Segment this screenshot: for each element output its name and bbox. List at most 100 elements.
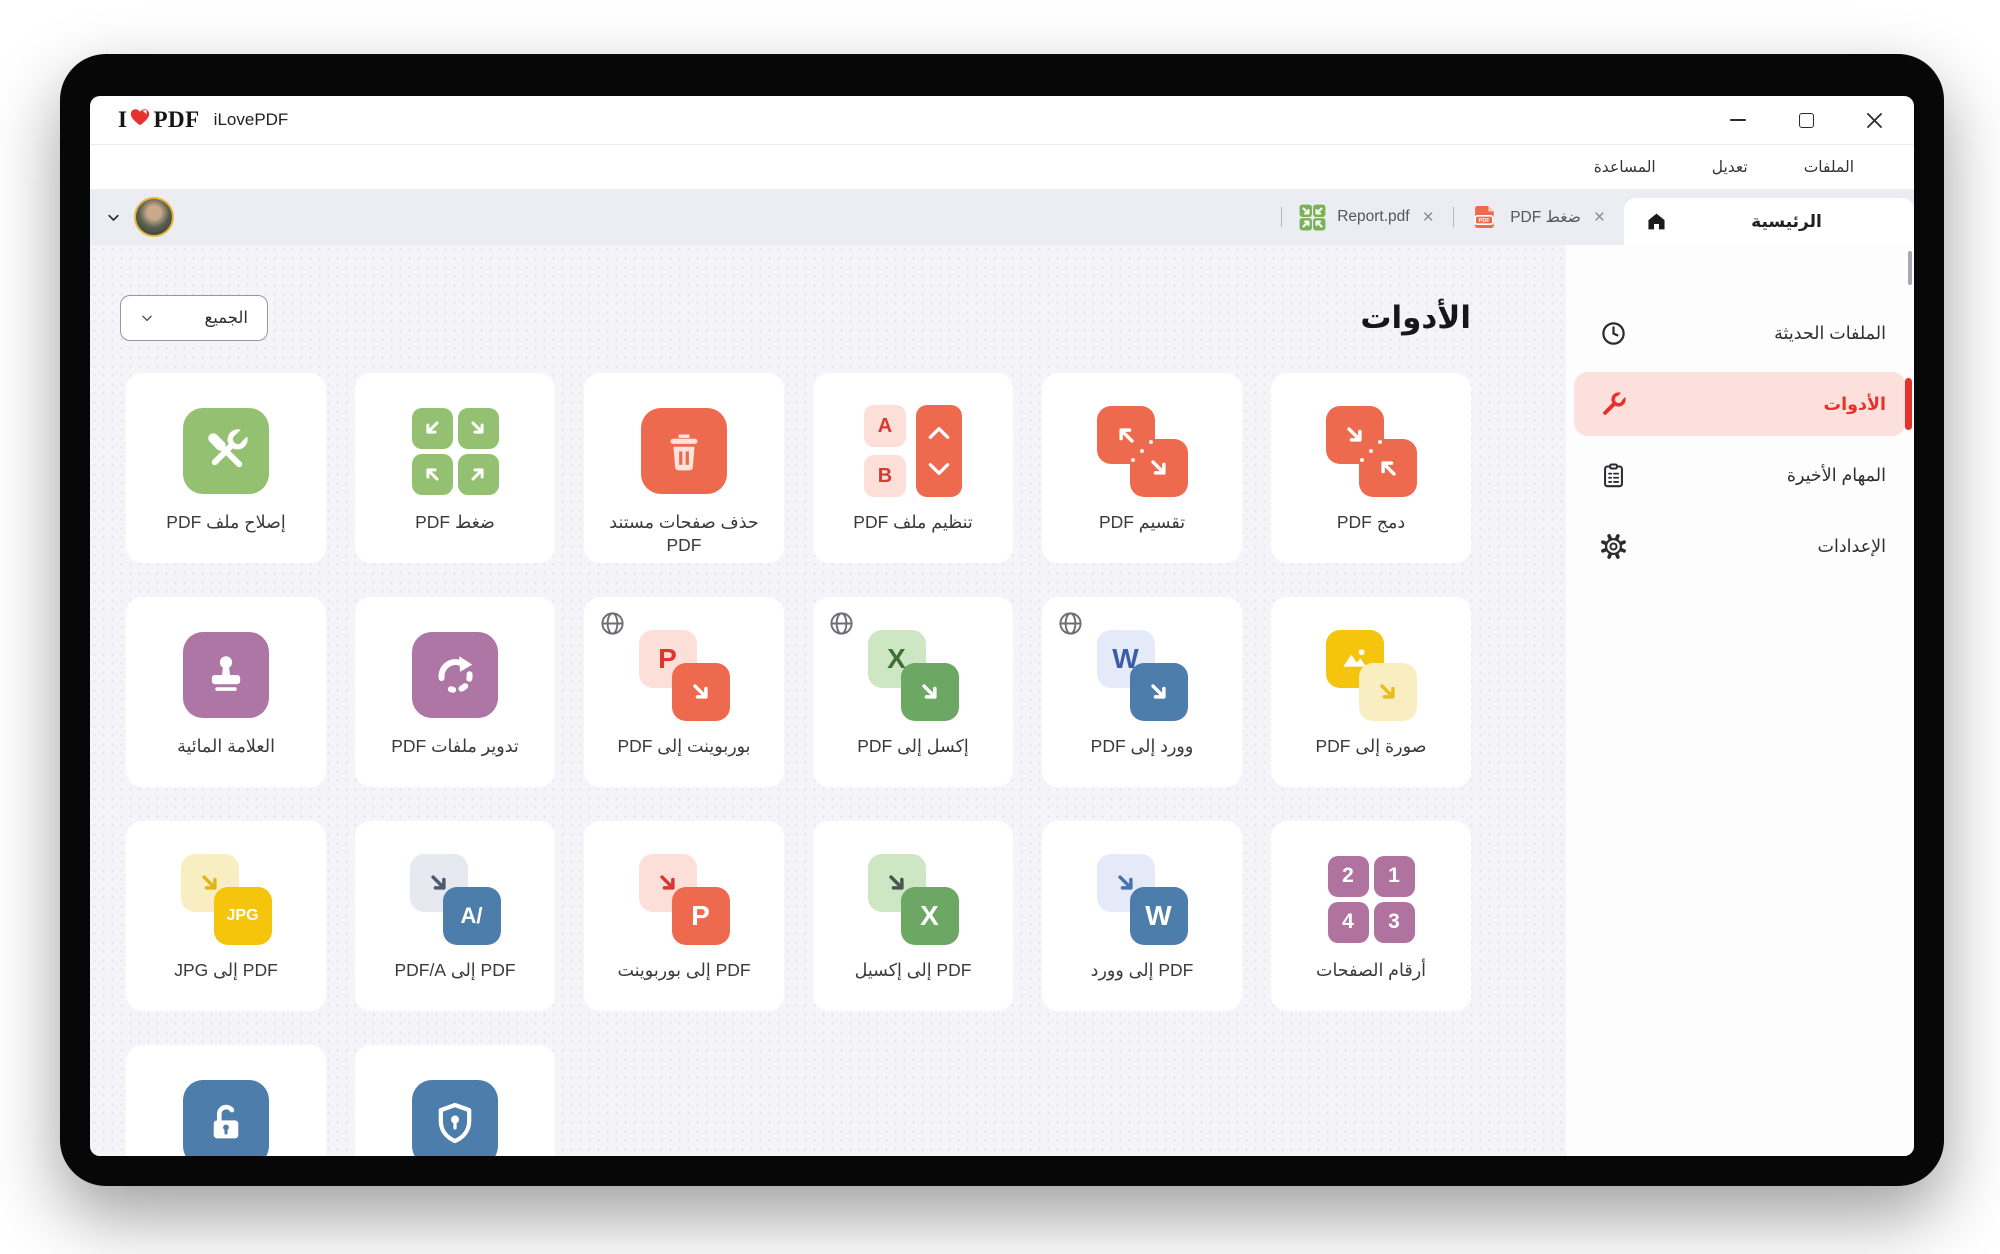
- tab-document-0[interactable]: PDF ضغط PDF ×: [1454, 189, 1624, 245]
- sidebar-item-label: الأدوات: [1823, 393, 1886, 414]
- tool-icon: P: [638, 627, 730, 723]
- globe-icon: [830, 612, 853, 635]
- menu-item-1[interactable]: تعديل: [1711, 158, 1748, 176]
- organize-pdf-card[interactable]: A B تنظيم ملف PDF: [813, 373, 1013, 563]
- arrow-icon: [888, 874, 904, 890]
- tabs: الرئيسية PDF ضغط PDF × Report.pdf ×: [1280, 189, 1914, 245]
- sidebar: الملفات الحديثة الأدوات المهام الأخيرة الإع…: [1566, 245, 1914, 1156]
- arrow-icon: [471, 468, 484, 481]
- tool-icon: [1325, 627, 1417, 723]
- tab-close-icon[interactable]: ×: [1593, 206, 1605, 228]
- sidebar-item-label: الملفات الحديثة: [1774, 322, 1886, 343]
- tools-grid: دمج PDF تقسيم PDF A B تنظيم ملف PDF حذف صفح…: [120, 373, 1471, 1156]
- tool-icon: [411, 403, 499, 499]
- tool-icon: [1325, 403, 1417, 499]
- sidebar-item-1[interactable]: الأدوات: [1574, 372, 1906, 436]
- chevron-down-icon: [142, 315, 152, 322]
- unlock-pdf-card[interactable]: [126, 1045, 326, 1156]
- tab-separator: [1280, 207, 1283, 227]
- tool-label: PDF إلى PDF/A: [394, 960, 516, 980]
- menu-item-2[interactable]: المساعدة: [1593, 158, 1656, 176]
- tool-icon: /A: [409, 851, 501, 947]
- image-to-pdf-card[interactable]: صورة إلى PDF: [1271, 597, 1471, 787]
- arrow-icon: [692, 683, 708, 699]
- tool-icon: [412, 1075, 498, 1156]
- close-button[interactable]: [1860, 106, 1888, 134]
- sidebar-item-0[interactable]: الملفات الحديثة: [1574, 301, 1906, 365]
- globe-icon: [1059, 612, 1082, 635]
- sidebar-item-3[interactable]: الإعدادات: [1574, 514, 1906, 578]
- ilovepdf-logo: I PDF: [118, 106, 200, 134]
- tool-label: تنظيم ملف PDF: [853, 512, 973, 532]
- menubar: الملفات تعديل المساعدة: [90, 145, 1914, 189]
- scrollbar[interactable]: [1908, 251, 1912, 285]
- tab-close-icon[interactable]: ×: [1422, 206, 1434, 228]
- pdf-to-excel-card[interactable]: X PDF إلى إكسيل: [813, 821, 1013, 1011]
- tool-label: PDF إلى إكسيل: [854, 960, 972, 980]
- compress-pdf-card[interactable]: ضغط PDF: [355, 373, 555, 563]
- arrow-icon: [1380, 460, 1396, 476]
- active-indicator: [1905, 378, 1912, 430]
- tool-icon: [1096, 403, 1188, 499]
- tab-document-1[interactable]: Report.pdf ×: [1282, 189, 1453, 245]
- pdf-to-jpg-card[interactable]: JPG PDF إلى JPG: [126, 821, 326, 1011]
- tool-icon: X: [867, 627, 959, 723]
- tool-label: العلامة المائية: [177, 736, 275, 756]
- tool-icon: [183, 1075, 269, 1156]
- page-numbers-card[interactable]: 1 2 3 4 أرقام الصفحات: [1271, 821, 1471, 1011]
- tool-label: تقسيم PDF: [1098, 512, 1186, 532]
- filter-dropdown[interactable]: الجميع: [120, 295, 268, 341]
- globe-icon: [601, 612, 624, 635]
- titlebar: I PDF iLovePDF: [90, 96, 1914, 145]
- user-area[interactable]: [90, 189, 174, 245]
- word-to-pdf-card[interactable]: W وورد إلى PDF: [1042, 597, 1242, 787]
- gear-icon: [1600, 533, 1627, 560]
- clipboard-icon: [1600, 462, 1627, 489]
- tool-icon: [412, 627, 498, 723]
- logo-text-pdf: PDF: [153, 107, 200, 132]
- tool-label: PDF إلى بوربوينت: [617, 960, 751, 980]
- tool-label: حذف صفحات مستند PDF: [609, 512, 759, 556]
- heart-icon: [128, 106, 152, 134]
- tool-label: تدوير ملفات PDF: [391, 736, 519, 756]
- repair-pdf-card[interactable]: إصلاح ملف PDF: [126, 373, 326, 563]
- arrow-icon: [426, 468, 439, 481]
- remove-pages-card[interactable]: حذف صفحات مستند PDF: [584, 373, 784, 563]
- pdf-to-word-card[interactable]: W PDF إلى وورد: [1042, 821, 1242, 1011]
- compress-mini-icon: [1299, 204, 1326, 230]
- protect-pdf-card[interactable]: [355, 1045, 555, 1156]
- pdf-to-powerpoint-card[interactable]: P PDF إلى بوربوينت: [584, 821, 784, 1011]
- sidebar-item-label: الإعدادات: [1817, 535, 1886, 556]
- tool-icon: X: [867, 851, 959, 947]
- chevron-icon: [928, 463, 950, 475]
- tab-home[interactable]: الرئيسية: [1624, 198, 1914, 245]
- sidebar-item-2[interactable]: المهام الأخيرة: [1574, 443, 1906, 507]
- maximize-button[interactable]: [1792, 106, 1820, 134]
- pdf-to-pdfa-card[interactable]: /A PDF إلى PDF/A: [355, 821, 555, 1011]
- tool-icon: P: [638, 851, 730, 947]
- merge-pdf-card[interactable]: دمج PDF: [1271, 373, 1471, 563]
- tool-label: صورة إلى PDF: [1315, 736, 1427, 756]
- rotate-pdf-card[interactable]: تدوير ملفات PDF: [355, 597, 555, 787]
- split-pdf-card[interactable]: تقسيم PDF: [1042, 373, 1242, 563]
- minimize-button[interactable]: [1724, 106, 1752, 134]
- excel-to-pdf-card[interactable]: X إكسل إلى PDF: [813, 597, 1013, 787]
- tool-label: PDF إلى JPG: [174, 960, 278, 980]
- arrow-icon: [426, 421, 439, 434]
- menu-item-0[interactable]: الملفات: [1803, 158, 1854, 176]
- tool-label: إصلاح ملف PDF: [166, 512, 286, 532]
- powerpoint-to-pdf-card[interactable]: P بوربوينت إلى PDF: [584, 597, 784, 787]
- tool-label: دمج PDF: [1336, 512, 1406, 532]
- avatar[interactable]: [134, 197, 174, 237]
- tool-label: أرقام الصفحات: [1315, 960, 1427, 980]
- tool-label: بوربوينت إلى PDF: [617, 736, 751, 756]
- main-area: الأدوات الجميع دمج PDF تقسيم PDF A B تنظيم…: [90, 245, 1566, 1156]
- svg-text:PDF: PDF: [1479, 218, 1491, 224]
- tab-label: Report.pdf: [1337, 208, 1410, 225]
- globe-icon: [828, 610, 855, 642]
- tab-strip: الرئيسية PDF ضغط PDF × Report.pdf ×: [90, 189, 1914, 245]
- chevron-icon: [928, 427, 950, 439]
- watermark-card[interactable]: العلامة المائية: [126, 597, 326, 787]
- tool-icon: [183, 627, 269, 723]
